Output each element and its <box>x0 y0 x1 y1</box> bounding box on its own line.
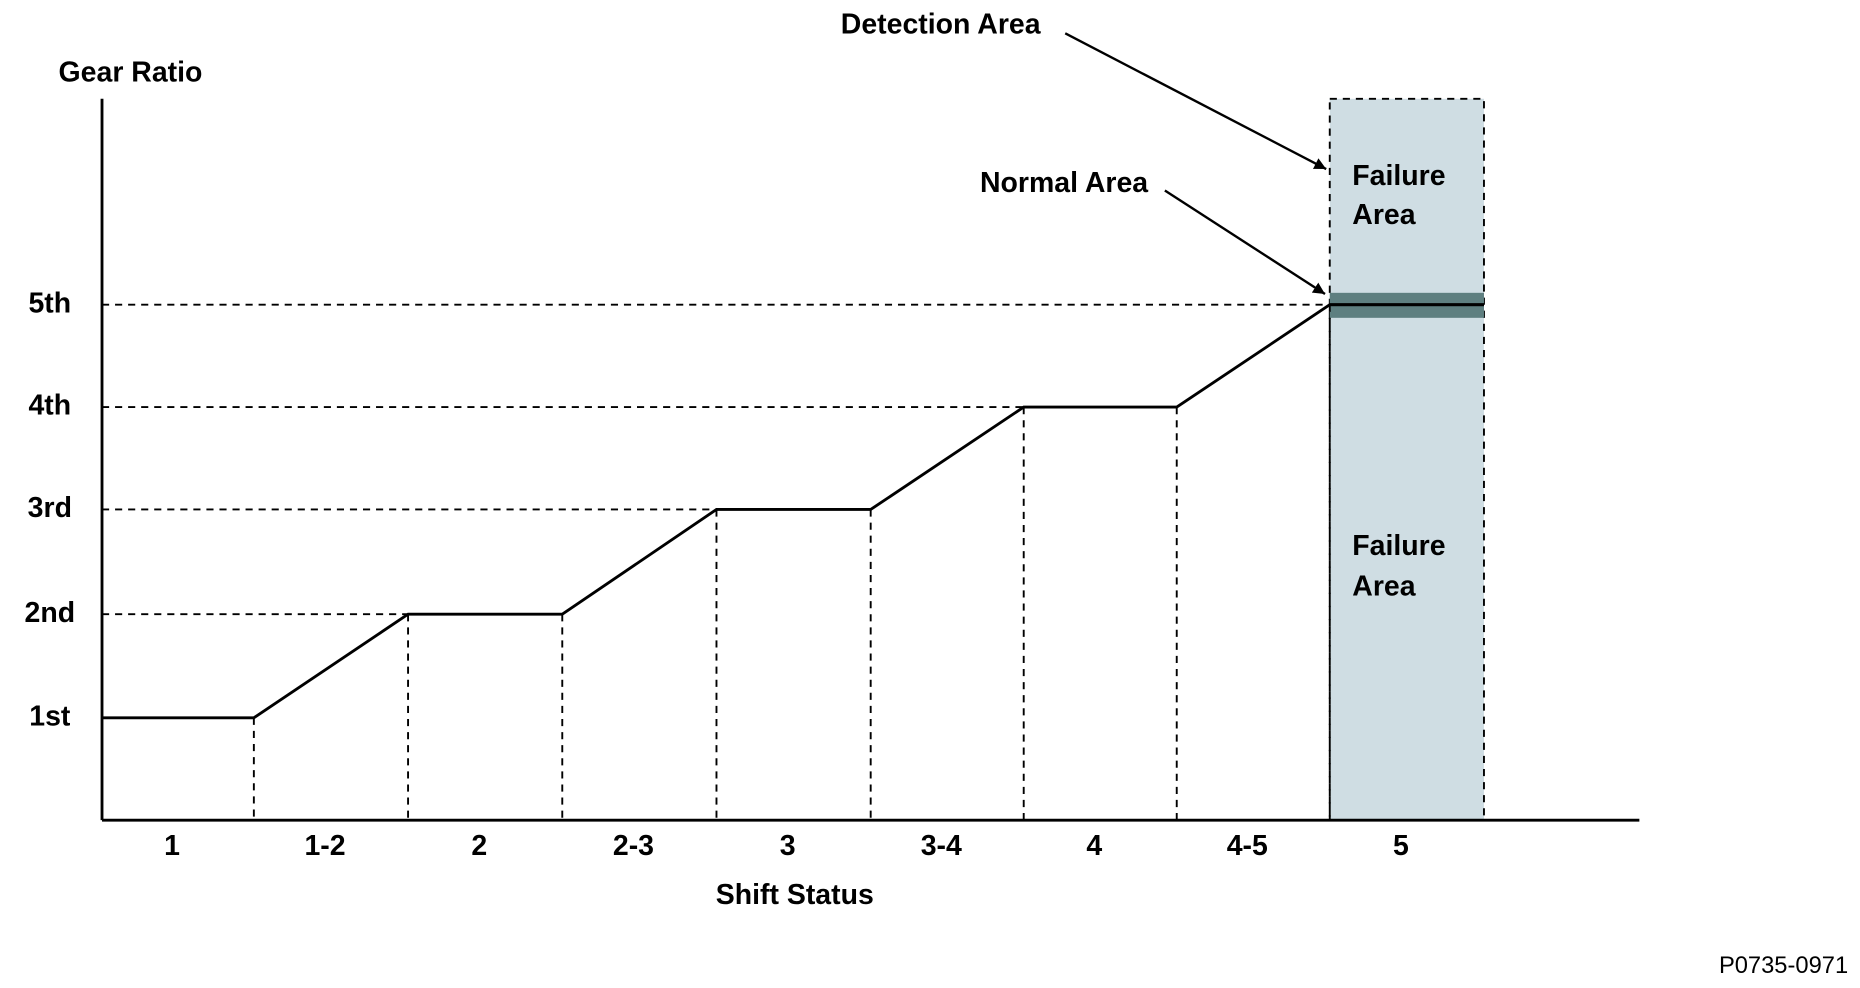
x-label: 2-3 <box>613 830 654 862</box>
normal-arrow <box>1164 189 1326 296</box>
y-label: 5th <box>28 287 71 319</box>
y-label: 4th <box>28 390 71 422</box>
normal-area-label: Normal Area <box>980 167 1149 199</box>
x-axis-title: Shift Status <box>716 879 874 911</box>
x-label: 5 <box>1393 830 1409 862</box>
labels: 1st 2nd 3rd 4th 5th 1 1-2 2 2-3 3 3-4 4 4-5 5 <box>25 287 1409 862</box>
y-label: 1st <box>29 700 71 732</box>
x-label: 3 <box>780 830 796 862</box>
y-axis-title: Gear Ratio <box>59 56 203 88</box>
y-label: 2nd <box>25 597 76 629</box>
failure-label: Area <box>1352 199 1416 231</box>
x-label: 3-4 <box>921 830 962 862</box>
x-label: 1-2 <box>304 830 345 862</box>
failure-label: Area <box>1352 571 1416 603</box>
failure-label: Failure <box>1352 160 1445 192</box>
y-label: 3rd <box>28 492 72 524</box>
detection-area-label: Detection Area <box>841 9 1042 41</box>
x-label: 4-5 <box>1227 830 1268 862</box>
gear-ratio-line <box>102 303 1484 720</box>
x-label: 1 <box>164 830 180 862</box>
x-label: 4 <box>1086 830 1102 862</box>
detection-arrow <box>1064 32 1327 171</box>
guides <box>102 303 1331 821</box>
failure-label: Failure <box>1352 530 1445 562</box>
figure-id: P0735-0971 <box>1719 952 1848 979</box>
x-label: 2 <box>471 830 487 862</box>
failure-area <box>1328 97 1485 822</box>
